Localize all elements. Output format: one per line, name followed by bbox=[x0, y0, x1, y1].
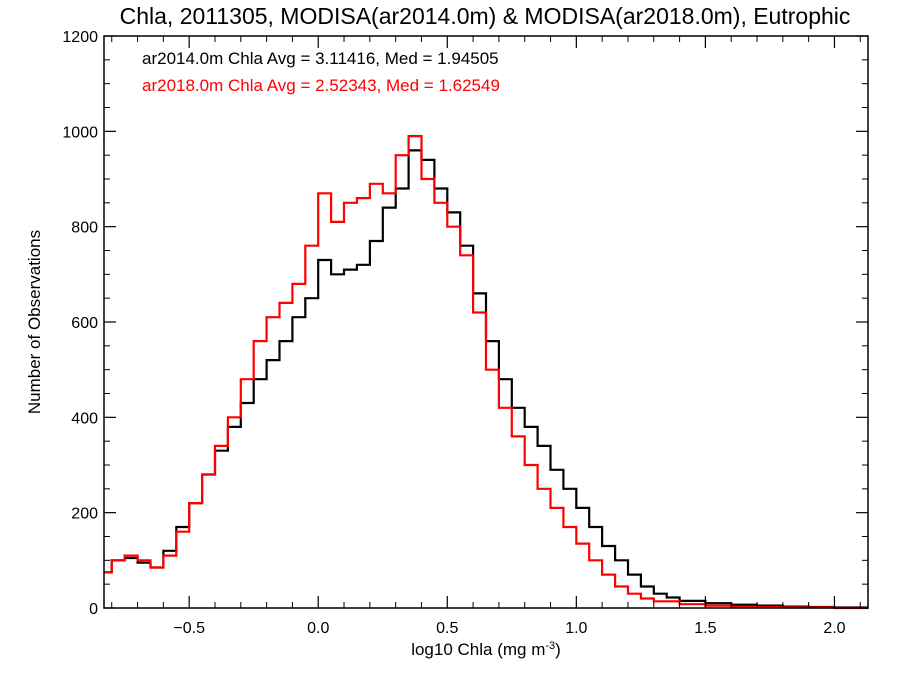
y-tick-label: 600 bbox=[71, 315, 98, 332]
x-tick-label: 0.0 bbox=[307, 620, 329, 637]
series-line-0 bbox=[104, 149, 868, 609]
x-axis-label-sup: -3 bbox=[545, 640, 555, 652]
x-tick-label: −0.5 bbox=[173, 620, 205, 637]
y-axis-label: Number of Observations bbox=[25, 230, 44, 414]
series-line-1 bbox=[104, 135, 868, 610]
y-tick-label: 0 bbox=[89, 601, 98, 618]
stat-line-ar2014: ar2014.0m Chla Avg = 3.11416, Med = 1.94… bbox=[142, 49, 499, 68]
x-tick-label: 1.5 bbox=[694, 620, 716, 637]
y-tick-label: 1000 bbox=[62, 124, 98, 141]
series-layer bbox=[104, 135, 868, 610]
x-axis-label: log10 Chla (mg m-3) bbox=[411, 640, 561, 659]
chart-title: Chla, 2011305, MODISA(ar2014.0m) & MODIS… bbox=[120, 3, 851, 29]
y-tick-label: 800 bbox=[71, 220, 98, 237]
y-tick-label: 400 bbox=[71, 410, 98, 427]
x-tick-label: 1.0 bbox=[565, 620, 587, 637]
x-tick-label: 2.0 bbox=[823, 620, 845, 637]
ticks-layer: −0.5 0.0 0.5 1.0 1.5 2.0 0 200 400 600 800 1000 1200 bbox=[62, 29, 868, 637]
y-tick-label: 1200 bbox=[62, 29, 98, 46]
stat-line-ar2018: ar2018.0m Chla Avg = 2.52343, Med = 1.62… bbox=[142, 76, 500, 95]
x-axis-label-close: ) bbox=[555, 640, 561, 659]
y-tick-label: 200 bbox=[71, 506, 98, 523]
legend: ar2014.0m Chla Avg = 3.11416, Med = 1.94… bbox=[142, 49, 500, 95]
x-axis-label-main: log10 Chla (mg m bbox=[411, 640, 545, 659]
x-tick-label: 0.5 bbox=[436, 620, 458, 637]
